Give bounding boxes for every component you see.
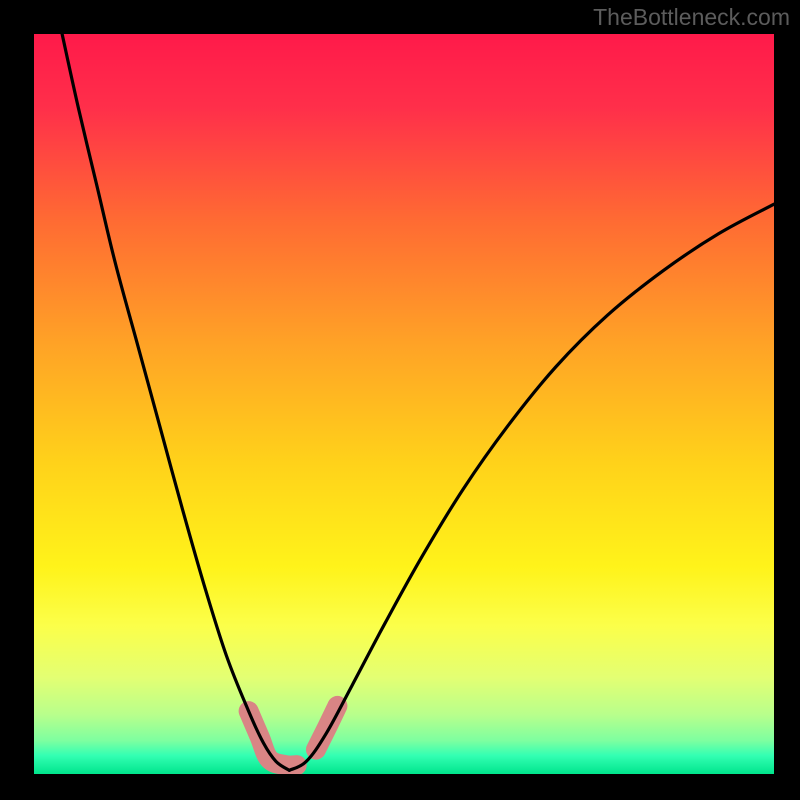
watermark-text: TheBottleneck.com bbox=[593, 4, 790, 31]
curve-layer bbox=[34, 34, 774, 774]
chart-frame: TheBottleneck.com bbox=[0, 0, 800, 800]
curve-right-branch bbox=[289, 204, 774, 770]
plot-area bbox=[34, 34, 774, 774]
curve-left-branch bbox=[62, 34, 289, 770]
